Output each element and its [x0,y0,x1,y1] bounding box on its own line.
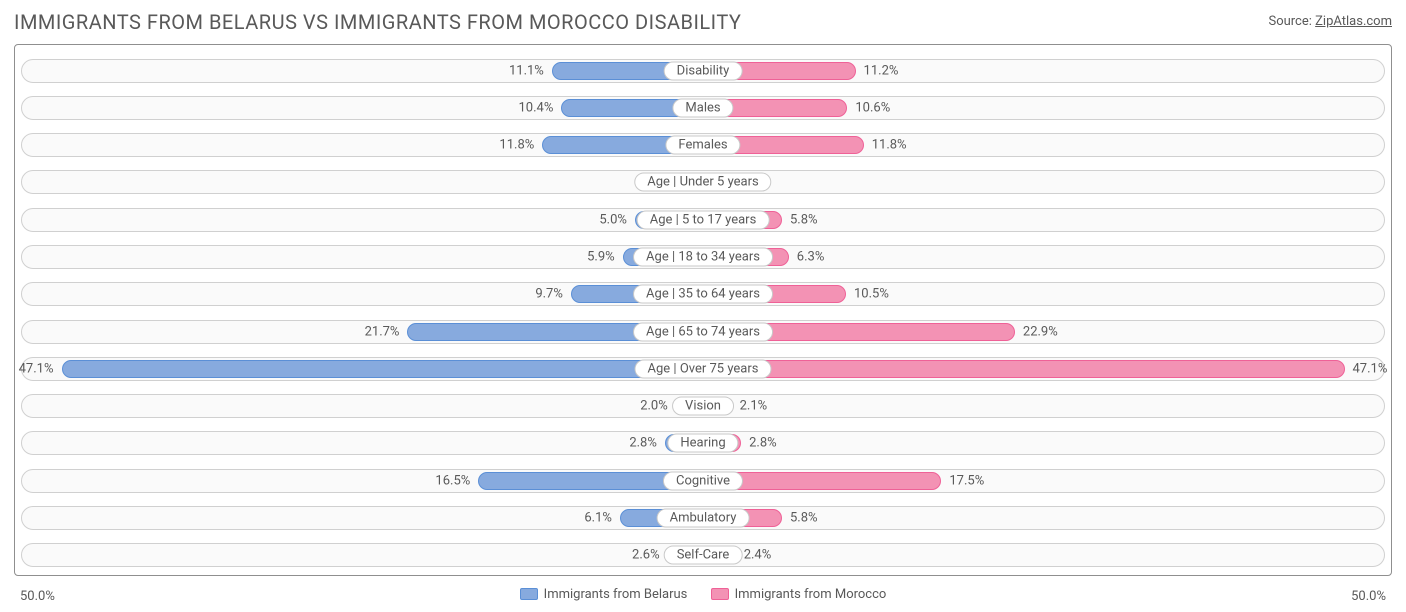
chart-row: 9.7% 10.5% Age | 35 to 64 years [21,282,1385,306]
legend-swatch-icon [520,588,538,600]
source-label: Source: ZipAtlas.com [1268,14,1392,29]
row-category-label: Age | 65 to 74 years [633,322,773,341]
legend: Immigrants from Belarus Immigrants from … [0,587,1406,605]
row-category-label: Ambulatory [657,509,750,528]
chart-row: 10.4% 10.6% Males [21,96,1385,120]
source-prefix: Source: [1268,14,1315,29]
value-belarus: 6.1% [584,511,612,526]
row-category-label: Self-Care [664,546,743,565]
chart-row: 2.8% 2.8% Hearing [21,431,1385,455]
legend-item-belarus: Immigrants from Belarus [520,587,688,602]
value-belarus: 9.7% [535,287,563,302]
value-morocco: 10.5% [854,287,889,302]
value-morocco: 22.9% [1023,324,1058,339]
value-belarus: 16.5% [435,473,470,488]
legend-label: Immigrants from Belarus [544,587,688,602]
value-belarus: 47.1% [19,361,54,376]
row-category-label: Age | Over 75 years [635,359,772,378]
chart-row: 11.1% 11.2% Disability [21,59,1385,83]
value-morocco: 2.4% [744,548,772,563]
value-belarus: 10.4% [518,100,553,115]
row-category-label: Cognitive [663,471,743,490]
row-category-label: Vision [672,397,734,416]
source-link[interactable]: ZipAtlas.com [1315,14,1392,29]
row-category-label: Age | Under 5 years [634,173,771,192]
value-belarus: 11.1% [509,63,544,78]
legend-label: Immigrants from Morocco [735,587,887,602]
value-belarus: 2.8% [629,436,657,451]
value-belarus: 5.9% [587,249,615,264]
row-category-label: Males [672,98,733,117]
chart-row: 21.7% 22.9% Age | 65 to 74 years [21,320,1385,344]
diverging-bar-chart: 11.1% 11.2% Disability 10.4% 10.6% Males 11.8%… [14,44,1392,576]
value-morocco: 11.2% [864,63,899,78]
value-morocco: 17.5% [949,473,984,488]
chart-row: 6.1% 5.8% Ambulatory [21,506,1385,530]
chart-title: IMMIGRANTS FROM BELARUS VS IMMIGRANTS FR… [14,10,741,34]
value-belarus: 5.0% [599,212,627,227]
legend-item-morocco: Immigrants from Morocco [711,587,887,602]
chart-row: 5.0% 5.8% Age | 5 to 17 years [21,208,1385,232]
value-morocco: 47.1% [1353,361,1388,376]
row-category-label: Age | 5 to 17 years [637,210,770,229]
row-category-label: Disability [664,61,743,80]
chart-row: 5.9% 6.3% Age | 18 to 34 years [21,245,1385,269]
value-belarus: 11.8% [499,138,534,153]
row-category-label: Hearing [667,434,738,453]
value-morocco: 5.8% [790,511,818,526]
bar-belarus [62,360,704,378]
row-category-label: Females [665,136,740,155]
chart-row: 2.6% 2.4%Self-Care [21,543,1385,567]
chart-row: 2.0% 2.1% Vision [21,394,1385,418]
chart-row: 11.8% 11.8% Females [21,133,1385,157]
value-morocco: 11.8% [872,138,907,153]
value-morocco: 2.8% [749,436,777,451]
value-belarus: 2.0% [640,399,668,414]
value-morocco: 5.8% [790,212,818,227]
chart-row: 1.0%1.2%Age | Under 5 years [21,170,1385,194]
value-belarus: 2.6% [632,548,660,563]
chart-row: 47.1% 47.1% Age | Over 75 years [21,357,1385,381]
value-morocco: 10.6% [855,100,890,115]
value-morocco: 6.3% [797,249,825,264]
row-category-label: Age | 35 to 64 years [633,285,773,304]
legend-swatch-icon [711,588,729,600]
value-belarus: 21.7% [365,324,400,339]
row-category-label: Age | 18 to 34 years [633,247,773,266]
chart-row: 16.5% 17.5% Cognitive [21,469,1385,493]
value-morocco: 2.1% [740,399,768,414]
bar-morocco [703,360,1345,378]
